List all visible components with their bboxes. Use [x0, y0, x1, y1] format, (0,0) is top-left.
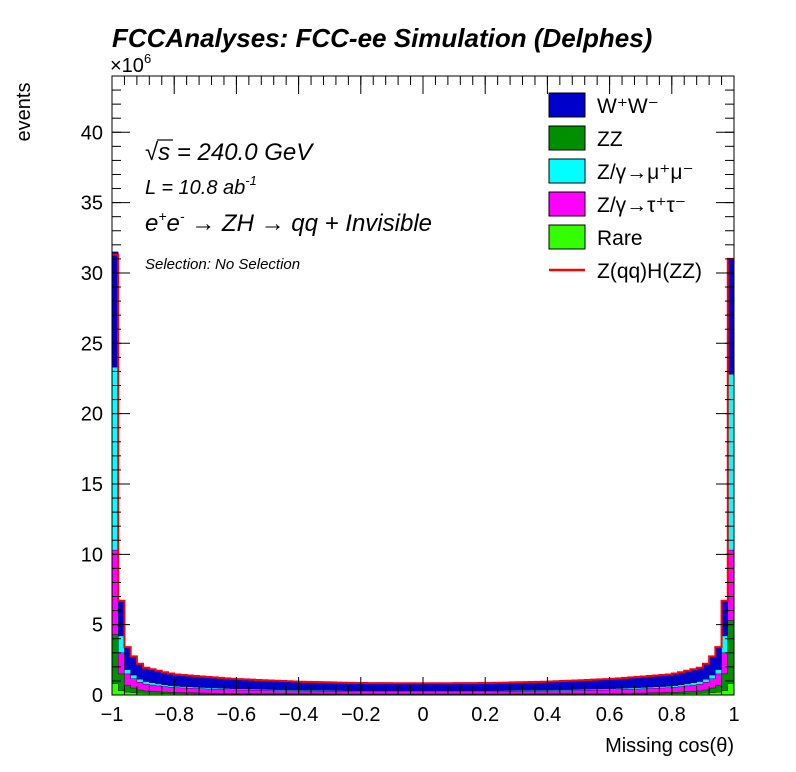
x-tick-label: −0.2 [341, 704, 380, 726]
luminosity-annotation: L = 10.8 ab-1 [145, 173, 257, 199]
stack-layer-tautau [111, 549, 735, 696]
x-tick-label: 0.2 [471, 704, 499, 726]
legend-swatch-tautau [548, 191, 586, 217]
x-tick-label: −1 [101, 704, 124, 726]
legend-swatch-zz [548, 125, 586, 151]
legend-label-ww: W⁺W⁻ [597, 95, 659, 118]
legend: W⁺W⁻ ZZ Z/γ→μ⁺μ⁻ Z/γ→τ⁺τ⁻ Rare Z(qq)H(ZZ) [548, 92, 702, 283]
stacked-histogram [111, 251, 735, 696]
legend-label-mumu: Z/γ→μ⁺μ⁻ [597, 161, 694, 184]
x-tick-label: 1 [728, 704, 739, 726]
x-tick-label: 0.8 [658, 704, 686, 726]
legend-label-tautau: Z/γ→τ⁺τ⁻ [597, 194, 686, 217]
x-tick-label: 0 [417, 704, 428, 726]
stack-layer-zz [111, 620, 735, 696]
y-tick-label: 5 [92, 615, 103, 637]
chart-title: FCCAnalyses: FCC-ee Simulation (Delphes) [112, 23, 652, 53]
energy-annotation: √s = 240.0 GeV [145, 139, 314, 166]
x-axis: −1 −0.8 −0.6 −0.4 −0.2 0 0.2 0.4 0.6 0.8 1 [101, 76, 740, 726]
y-tick-label: 0 [92, 685, 103, 707]
x-tick-label: 0.4 [533, 704, 561, 726]
y-axis-label: events [13, 83, 35, 142]
y-tick-label: 10 [81, 544, 103, 566]
y-tick-label: 35 [81, 193, 103, 215]
legend-swatch-ww [548, 92, 586, 118]
signal-line [112, 253, 734, 685]
y-tick-label: 30 [81, 263, 103, 285]
legend-swatch-mumu [548, 158, 586, 184]
y-tick-label: 20 [81, 404, 103, 426]
y-tick-label: 15 [81, 474, 103, 496]
legend-label-signal: Z(qq)H(ZZ) [597, 260, 702, 283]
y-axis: 0 5 10 15 20 25 30 35 40 [81, 75, 734, 707]
process-annotation: e+e- → ZH → qq + Invisible [145, 208, 432, 237]
x-tick-label: −0.4 [279, 704, 318, 726]
y-multiplier: ×106 [110, 51, 151, 77]
stack-layer-ww [111, 251, 735, 696]
legend-label-rare: Rare [597, 227, 643, 250]
selection-annotation: Selection: No Selection [145, 256, 300, 273]
y-tick-label: 40 [81, 122, 103, 144]
x-tick-label: −0.8 [154, 704, 193, 726]
x-tick-label: 0.6 [596, 704, 624, 726]
stack-layer-mumu [111, 367, 735, 696]
legend-label-zz: ZZ [597, 128, 623, 151]
x-axis-label: Missing cos(θ) [605, 735, 734, 757]
legend-swatch-rare [548, 224, 586, 250]
x-tick-label: −0.6 [217, 704, 256, 726]
y-tick-label: 25 [81, 333, 103, 355]
